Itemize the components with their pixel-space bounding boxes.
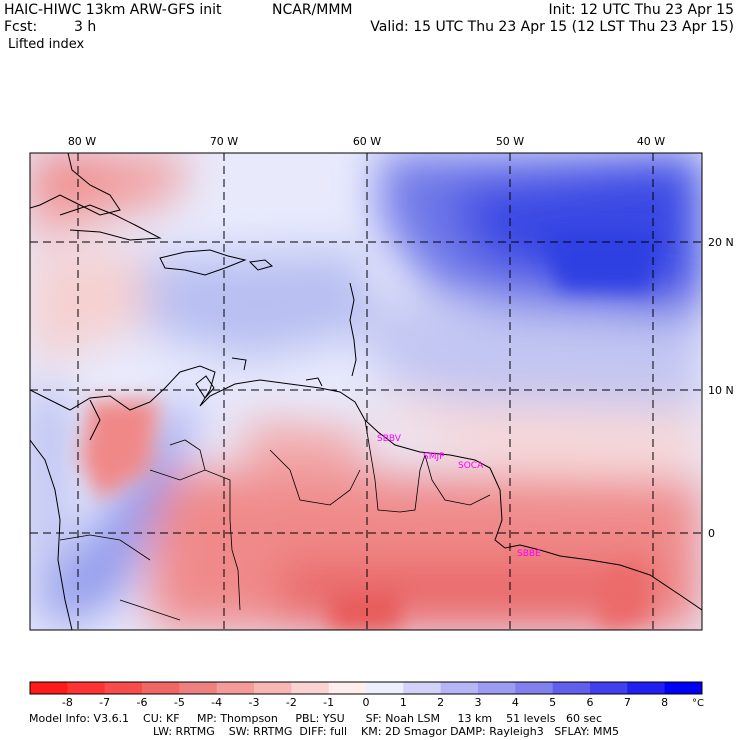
colorbar-swatch (440, 682, 479, 694)
field-name: Lifted index (8, 37, 85, 52)
lon-label-80w: 80 W (68, 135, 96, 148)
colorbar-tick-label: -8 (62, 696, 73, 709)
graticule (30, 153, 702, 630)
fcst-label: Fcst: (4, 19, 38, 35)
colorbar-swatch (515, 682, 554, 694)
coastlines (30, 153, 702, 630)
lon-label-40w: 40 W (637, 135, 665, 148)
colorbar-tick-label: -3 (249, 696, 260, 709)
colorbar-swatch (142, 682, 180, 694)
colorbar-tick-label: -4 (211, 696, 222, 709)
colorbar-swatch (664, 682, 703, 694)
colorbar-tick-label: 8 (661, 696, 668, 709)
colorbar-swatch (254, 682, 292, 694)
colorbar-swatch (328, 682, 367, 694)
colorbar-tick-label: 0 (363, 696, 370, 709)
colorbar-tick-label: -5 (174, 696, 185, 709)
colorbar-swatch (552, 682, 591, 694)
colorbar-swatch (67, 682, 106, 694)
colorbar-frame (29, 681, 703, 695)
station-sbbv: SBBV (377, 434, 402, 444)
model-title: HAIC-HIWC 13km ARW-GFS init (4, 2, 222, 18)
init-time: Init: 12 UTC Thu 23 Apr 15 (548, 2, 734, 18)
colorbar-tick-label: 6 (587, 696, 594, 709)
colorbar-swatch (403, 682, 442, 694)
lon-label-70w: 70 W (210, 135, 238, 148)
colorbar-tick-label: -6 (137, 696, 148, 709)
colorbar-swatch (478, 682, 516, 694)
lat-label-20n: 20 N (708, 236, 734, 249)
station-soca: SOCA (458, 461, 484, 471)
colorbar-unit: °C (692, 698, 704, 709)
colorbar-swatch (30, 682, 68, 694)
colorbar (29, 681, 703, 695)
shaded-field (30, 153, 702, 630)
colorbar-tick-label: 3 (475, 696, 482, 709)
lon-label-60w: 60 W (353, 135, 381, 148)
model-info-line1: Model Info: V3.6.1 CU: KF MP: Thompson P… (29, 712, 602, 725)
lon-label-50w: 50 W (496, 135, 524, 148)
colorbar-tick-label: 2 (437, 696, 444, 709)
colorbar-swatch (104, 682, 143, 694)
colorbar-swatch (216, 682, 255, 694)
colorbar-swatch (627, 682, 666, 694)
org-label: NCAR/MMM (272, 2, 353, 18)
lat-label-0: 0 (708, 527, 715, 540)
colorbar-tick-label: -1 (323, 696, 334, 709)
colorbar-swatch (590, 682, 628, 694)
station-sbbe: SBBE (517, 549, 541, 559)
fcst-value: 3 h (74, 19, 97, 35)
colorbar-tick-label: 1 (400, 696, 407, 709)
colorbar-swatch (179, 682, 218, 694)
colorbar-tick-label: -7 (99, 696, 110, 709)
model-info-line2: LW: RRTMG SW: RRTMG DIFF: full KM: 2D Sm… (153, 725, 619, 738)
colorbar-swatch (366, 682, 404, 694)
colorbar-labels: -8 -7 -6 -5 -4 -3 -2 -1 0 1 2 3 4 5 6 7 8 (62, 696, 668, 709)
colorbar-tick-label: 5 (549, 696, 556, 709)
lat-label-10n: 10 N (708, 384, 734, 397)
colorbar-tick-label: 7 (624, 696, 631, 709)
borders (59, 419, 491, 621)
colorbar-swatch (291, 682, 330, 694)
station-smjp: SMJP (423, 452, 445, 462)
valid-time: Valid: 15 UTC Thu 23 Apr 15 (12 LST Thu … (370, 19, 734, 35)
colorbar-tick-label: -2 (286, 696, 297, 709)
stations: SBBV SMJP SOCA SBBE (377, 434, 541, 559)
map-frame (29, 152, 703, 631)
colorbar-tick-label: 4 (512, 696, 519, 709)
